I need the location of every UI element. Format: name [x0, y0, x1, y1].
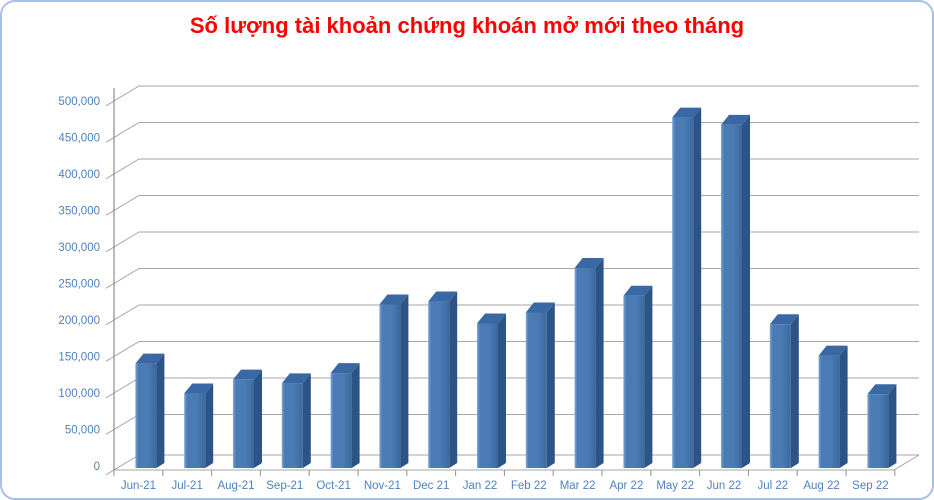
- bar-Jul-22-top: [769, 314, 799, 325]
- bar-Jul-21-top: [184, 383, 214, 394]
- gridline-300000: [105, 231, 919, 253]
- bar-Jan-22-side: [498, 313, 506, 468]
- bar-Dec-21-side: [449, 291, 458, 468]
- x-tick-label: Aug 22: [803, 480, 839, 492]
- bar-May-22-top: [672, 107, 702, 118]
- bar-Oct-21-top: [330, 363, 360, 374]
- y-tick-label: 400,000: [58, 169, 100, 181]
- bar-Jan-22: [477, 323, 498, 468]
- bar-Aug-21: [233, 379, 254, 468]
- bar-Sep-22: [867, 394, 889, 468]
- bar-Jun-21: [135, 363, 157, 468]
- gridline-150000: [105, 341, 919, 362]
- bar-Aug-22: [818, 355, 840, 468]
- x-tick-label: Sep-21: [266, 480, 303, 492]
- x-tick-label: Aug-21: [217, 480, 254, 492]
- bar-Aug-22-top: [818, 345, 848, 356]
- bar-Mar-22-side: [595, 257, 604, 468]
- bar-Sep-21: [281, 383, 303, 468]
- bar-Jul-21-side: [205, 383, 214, 468]
- x-tick-label: Feb 22: [511, 480, 547, 492]
- x-tick-label: Apr 22: [609, 480, 643, 492]
- y-tick-label: 500,000: [58, 96, 100, 108]
- bar-Oct-21: [330, 373, 352, 468]
- bar-Jun-21-side: [156, 353, 165, 468]
- x-tick-label: Jul 22: [757, 480, 788, 492]
- y-tick-label: 100,000: [58, 388, 100, 400]
- bar-Jun-22-top: [721, 114, 750, 125]
- bar-Apr-22: [623, 295, 645, 468]
- bar-Dec-21: [428, 301, 450, 468]
- bar-Oct-21-side: [351, 363, 360, 468]
- x-tick-label: Jun-21: [121, 480, 156, 492]
- y-tick-label: 50,000: [65, 425, 100, 437]
- bar-Feb-22: [525, 312, 547, 468]
- bar-Mar-22-top: [574, 257, 604, 268]
- x-tick-label: Nov-21: [364, 480, 401, 492]
- bar-Apr-22-side: [644, 285, 653, 468]
- gridline-200000: [105, 304, 919, 326]
- y-tick-label: 450,000: [58, 133, 100, 145]
- bar-Jun-22: [721, 124, 742, 469]
- x-tick-label: Oct-21: [316, 480, 351, 492]
- bar-Mar-22: [574, 267, 596, 468]
- x-tick-label: Dec 21: [413, 480, 449, 492]
- bar-Jun-21-top: [135, 353, 165, 364]
- bar-Jul-22: [769, 324, 791, 468]
- x-tick-label: Mar 22: [560, 480, 596, 492]
- bar-Feb-22-top: [525, 302, 555, 313]
- x-tick-label: Jul-21: [172, 480, 203, 492]
- bar-Feb-22-side: [546, 302, 555, 468]
- bar-Sep-22-top: [867, 384, 897, 395]
- y-tick-label: 250,000: [58, 279, 100, 291]
- gridline-400000: [105, 158, 919, 180]
- y-tick-label: 0: [94, 461, 100, 473]
- chart-title: Số lượng tài khoản chứng khoán mở mới th…: [189, 13, 745, 38]
- y-tick-label: 150,000: [58, 352, 100, 364]
- bar-Nov-21-side: [400, 294, 409, 468]
- bar-Jul-21: [184, 393, 206, 468]
- bar-Dec-21-top: [428, 291, 458, 302]
- bar-May-22-side: [693, 107, 702, 468]
- gridline-250000: [105, 268, 919, 289]
- gridline-350000: [105, 195, 919, 216]
- bar-Sep-21-side: [302, 373, 311, 468]
- bar-Jan-22-top: [477, 313, 506, 324]
- floor-front-edge: [114, 454, 920, 471]
- x-tick-label: Jan 22: [463, 480, 498, 492]
- bar-Sep-22-side: [888, 384, 897, 468]
- bar-Aug-21-side: [254, 369, 262, 468]
- bar-Aug-22-side: [839, 345, 848, 468]
- y-tick-label: 300,000: [58, 242, 100, 254]
- x-tick-label: Sep 22: [852, 480, 888, 492]
- bar-Nov-21: [379, 304, 401, 468]
- bar-Nov-21-top: [379, 294, 409, 305]
- bar-Sep-21-top: [281, 373, 311, 384]
- bar-Jun-22-side: [742, 114, 750, 469]
- x-tick-label: Jun 22: [707, 480, 742, 492]
- gridline-450000: [105, 122, 919, 143]
- y-tick-label: 350,000: [58, 206, 100, 218]
- gridline-500000: [105, 85, 919, 107]
- bar-Jul-22-side: [790, 314, 799, 468]
- bar-May-22: [672, 117, 694, 468]
- bar-Aug-21-top: [233, 369, 262, 380]
- x-tick-label: May 22: [656, 480, 694, 492]
- y-tick-label: 200,000: [58, 315, 100, 327]
- bar-Apr-22-top: [623, 285, 653, 296]
